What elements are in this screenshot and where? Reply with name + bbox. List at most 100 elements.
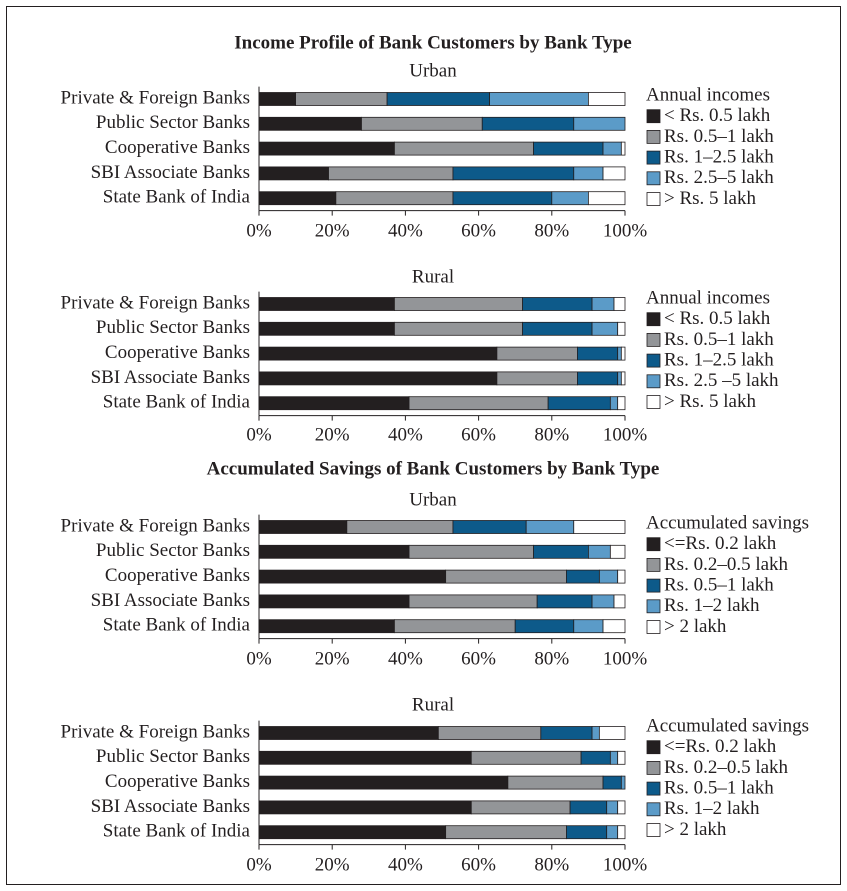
- bar-segment: [496, 346, 578, 361]
- chart-subtitle: Rural: [412, 694, 454, 715]
- category-label: Private & Foreign Banks: [61, 515, 250, 536]
- bar-segment: [591, 321, 619, 336]
- legend-label: <=Rs. 0.2 lakh: [664, 736, 777, 757]
- x-tick-label: 20%: [315, 220, 350, 241]
- bar-segment: [609, 750, 619, 765]
- bar-segment: [328, 166, 454, 181]
- chart-title: Income Profile of Bank Customers by Bank…: [234, 32, 631, 53]
- legend-swatch: [646, 578, 661, 593]
- bar-segment: [481, 116, 575, 131]
- x-tick-label: 100%: [603, 220, 648, 241]
- legend-label: Rs. 0.5–1 lakh: [664, 329, 774, 350]
- bar-segment: [258, 371, 498, 386]
- bar-segment: [613, 594, 626, 609]
- bar-segment: [258, 396, 410, 411]
- category-label: Public Sector Banks: [96, 746, 250, 767]
- bar-segment: [394, 321, 523, 336]
- bar-segment: [408, 396, 549, 411]
- bar-segment: [445, 569, 567, 584]
- bar-segment: [617, 569, 626, 584]
- legend-label: Rs. 0.2–0.5 lakh: [664, 757, 789, 778]
- x-tick-label: 60%: [461, 220, 496, 241]
- bar-segment: [470, 750, 582, 765]
- x-tick-label: 60%: [461, 854, 496, 875]
- bar-segment: [258, 594, 410, 609]
- bar-segment: [617, 800, 626, 815]
- legend-title: Accumulated savings: [646, 715, 809, 736]
- bar-segment: [408, 544, 534, 559]
- bar-segment: [258, 569, 447, 584]
- bar-segment: [258, 321, 395, 336]
- x-tick-label: 80%: [534, 648, 569, 669]
- x-tick-label: 80%: [534, 424, 569, 445]
- bar-segment: [547, 396, 611, 411]
- bar-segment: [295, 92, 388, 106]
- legend-label: Rs. 0.5–1 lakh: [664, 574, 774, 595]
- category-label: SBI Associate Banks: [91, 367, 250, 388]
- bar-segment: [617, 346, 622, 361]
- legend-swatch: [646, 129, 661, 144]
- bar-segment: [620, 141, 626, 156]
- category-label: State Bank of India: [103, 187, 251, 208]
- bar-segment: [580, 750, 611, 765]
- legend-label: < Rs. 0.5 lakh: [664, 308, 771, 329]
- bar-segment: [566, 825, 608, 840]
- bar-segment: [569, 800, 608, 815]
- bar-segment: [602, 141, 622, 156]
- bar-segment: [573, 520, 626, 534]
- bar-segment: [591, 726, 600, 740]
- legend-title: Accumulated savings: [646, 512, 809, 533]
- category-label: SBI Associate Banks: [91, 796, 250, 817]
- legend-title: Annual incomes: [646, 287, 770, 308]
- bar-segment: [394, 141, 534, 156]
- bar-segment: [598, 726, 626, 740]
- bar-segment: [613, 297, 626, 311]
- bar-segment: [606, 800, 619, 815]
- bar-segment: [620, 371, 626, 386]
- bar-segment: [496, 371, 578, 386]
- bar-segment: [551, 191, 589, 206]
- bar-segment: [602, 166, 626, 181]
- x-tick-label: 20%: [315, 424, 350, 445]
- category-label: Private & Foreign Banks: [61, 721, 250, 742]
- bar-segment: [606, 825, 619, 840]
- bar-segment: [470, 800, 571, 815]
- bar-segment: [602, 619, 626, 634]
- legend-swatch: [646, 823, 661, 837]
- bar-segment: [609, 544, 626, 559]
- bar-segment: [617, 321, 626, 336]
- legend-swatch: [646, 374, 661, 389]
- bar-segment: [617, 750, 626, 765]
- category-label: Public Sector Banks: [96, 317, 250, 338]
- legend-swatch: [646, 353, 661, 368]
- bar-segment: [525, 520, 575, 534]
- legend-swatch: [646, 558, 661, 572]
- bar-segment: [540, 726, 593, 740]
- legend-label: Rs. 1–2 lakh: [664, 595, 760, 616]
- x-tick-label: 0%: [246, 424, 272, 445]
- category-label: SBI Associate Banks: [91, 590, 250, 611]
- legend-swatch: [646, 312, 661, 327]
- bar-segment: [588, 191, 626, 206]
- bar-segment: [507, 775, 604, 790]
- category-label: Cooperative Banks: [105, 137, 250, 158]
- bar-segment: [588, 92, 626, 106]
- bar-segment: [573, 166, 604, 181]
- bar-segment: [591, 297, 615, 311]
- bar-segment: [489, 92, 589, 106]
- legend-swatch: [646, 537, 661, 552]
- bar-segment: [514, 619, 575, 634]
- bar-segment: [394, 619, 516, 634]
- x-tick-label: 100%: [603, 648, 648, 669]
- category-label: State Bank of India: [103, 821, 251, 842]
- bar-segment: [258, 775, 509, 790]
- bar-segment: [258, 141, 395, 156]
- legend-label: > Rs. 5 lakh: [664, 391, 756, 412]
- legend-label: Rs. 0.5–1 lakh: [664, 126, 774, 147]
- category-label: State Bank of India: [103, 615, 251, 636]
- x-tick-label: 0%: [246, 648, 272, 669]
- bar-segment: [617, 371, 622, 386]
- bar-segment: [408, 594, 538, 609]
- category-label: Private & Foreign Banks: [61, 87, 250, 108]
